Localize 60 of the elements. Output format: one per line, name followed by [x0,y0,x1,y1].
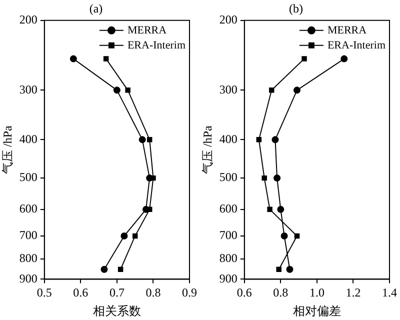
point [294,86,300,94]
y-tick-label: 500 [219,170,238,184]
chart-title: (a) [89,1,103,16]
point [118,266,124,272]
x-axis-title: 相关系数 [92,304,141,318]
point [277,206,284,213]
point [280,232,288,240]
x-tick-label: 1.0 [309,286,324,300]
y-tick-label: 300 [19,82,38,96]
x-axis-title: 相对偏差 [292,304,341,318]
point [272,136,279,144]
point [120,232,128,240]
point [125,88,130,93]
x-tick-label: 0.6 [73,286,88,300]
point [262,175,267,181]
y-tick-label: 900 [19,271,38,286]
point [302,56,307,62]
x-tick-label: 0.7 [109,286,124,300]
point [100,266,108,273]
point [268,88,274,93]
y-tick-label: 800 [19,251,38,266]
x-tick-label: 0.6 [236,286,252,300]
y-tick-label: 500 [19,170,38,184]
point [138,136,146,144]
x-tick-label: 0.8 [273,286,288,300]
y-tick-label: 600 [19,202,38,216]
point [132,233,138,239]
y-tick-label: 900 [219,271,238,286]
point [274,174,281,182]
point [286,266,294,273]
x-tick-label: 0.8 [146,286,161,300]
legend-label: ERA-Interim [127,39,186,52]
chart-title: (b) [289,1,303,16]
y-axis-title: 气压 /hPa [200,124,214,174]
x-tick-label: 0.5 [36,286,52,300]
y-tick-label: 700 [219,228,238,242]
legend-label: MERRA [127,24,167,36]
point [267,206,272,212]
x-tick-label: 0.9 [182,286,197,300]
y-tick-label: 400 [19,132,38,146]
y-tick-label: 300 [219,82,238,96]
y-axis-title: 气压 /hPa [0,124,14,174]
point [340,55,348,62]
point [146,137,152,142]
point [294,233,300,239]
x-tick-label: 1.2 [346,286,361,300]
y-tick-label: 700 [19,228,38,242]
y-tick-label: 200 [219,12,238,27]
point [103,56,109,62]
y-tick-label: 800 [219,251,238,266]
point [113,86,120,94]
point [70,55,77,62]
x-tick-label: 1.4 [382,286,397,300]
y-tick-label: 600 [219,202,238,216]
legend-label: MERRA [327,24,367,36]
point [256,137,262,142]
y-tick-label: 400 [219,132,238,146]
point [276,266,282,272]
y-tick-label: 200 [19,12,38,27]
legend-label: ERA-Interim [327,39,386,52]
